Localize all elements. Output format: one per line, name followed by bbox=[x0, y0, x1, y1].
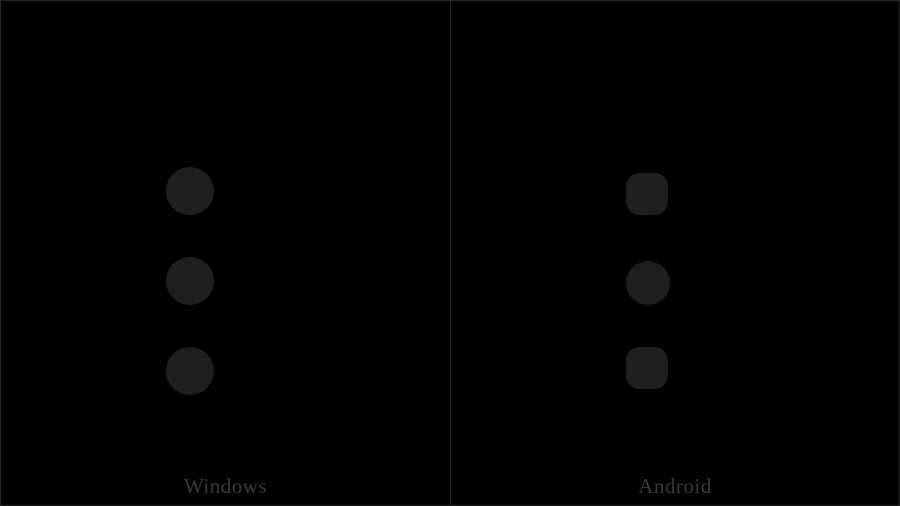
glyph-comparison-container: Windows Android bbox=[0, 0, 900, 506]
panel-windows: Windows bbox=[0, 0, 450, 506]
glyph-dot bbox=[166, 257, 214, 305]
glyph-dot bbox=[626, 347, 668, 389]
caption-android: Android bbox=[451, 474, 899, 499]
caption-windows: Windows bbox=[1, 474, 450, 499]
glyph-dot bbox=[626, 261, 670, 305]
glyph-dot bbox=[166, 167, 214, 215]
glyph-dot bbox=[626, 173, 668, 215]
glyph-dot bbox=[166, 347, 214, 395]
panel-android: Android bbox=[450, 0, 900, 506]
